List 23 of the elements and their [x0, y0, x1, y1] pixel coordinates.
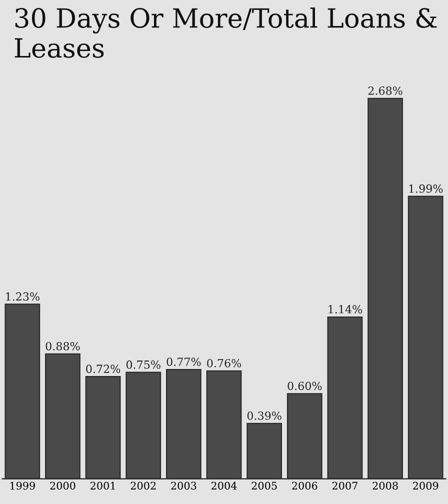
data-label: 0.39% — [247, 412, 282, 420]
data-label: 0.88% — [46, 342, 80, 350]
data-label: 1.99% — [409, 184, 443, 193]
x-tick-label: 2007 — [332, 482, 358, 490]
x-tick-label: 2003 — [171, 482, 196, 490]
x-tick-label: 2005 — [252, 482, 277, 490]
data-label: 1.14% — [328, 305, 362, 314]
x-tick-label: 2000 — [50, 482, 76, 490]
x-tick-label: 2004 — [211, 482, 237, 490]
data-label: 0.72% — [86, 364, 120, 374]
x-tick-label: 2008 — [372, 482, 398, 490]
x-tick-label: 2002 — [130, 482, 156, 490]
chart-title: 30 Days Or More/Total Loans & Leases — [14, 8, 437, 58]
x-tick-label: 2001 — [90, 482, 115, 490]
x-tick-label: 2009 — [413, 482, 438, 490]
data-label: 0.75% — [126, 360, 160, 369]
x-tick-label: 1999 — [10, 482, 35, 490]
data-label: 0.60% — [288, 382, 322, 390]
x-tick-label: 2006 — [292, 482, 318, 490]
data-label: 2.68% — [368, 86, 402, 95]
data-label: 0.77% — [166, 358, 201, 366]
data-label: 0.76% — [207, 358, 242, 368]
data-label: 1.23% — [6, 292, 40, 301]
